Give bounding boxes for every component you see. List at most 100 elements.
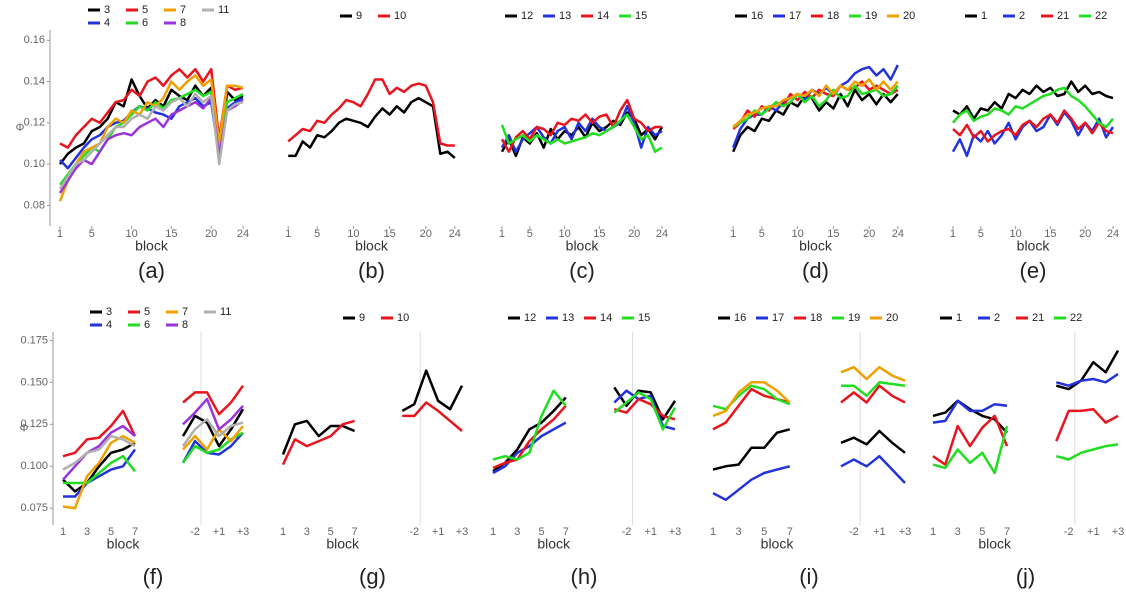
x-tick-label: 24 — [892, 228, 904, 240]
series-line — [932, 349, 1120, 434]
legend-label: 18 — [827, 10, 839, 22]
legend-label: 4 — [104, 17, 110, 29]
series-line — [712, 365, 906, 418]
series-line — [932, 407, 1119, 466]
x-tick-label: 5 — [978, 228, 984, 240]
legend-label: 5 — [144, 306, 150, 318]
x-tick-label: 7 — [787, 526, 793, 538]
x-tick-label: 24 — [656, 228, 668, 240]
legend-label: 19 — [865, 10, 877, 22]
series-line — [62, 384, 245, 458]
x-tick-label: 20 — [420, 228, 432, 240]
legend-label: 8 — [180, 17, 186, 29]
legend-label: 19 — [848, 312, 860, 324]
panel-label: (g) — [359, 564, 386, 589]
x-tick-label: 10 — [1009, 228, 1021, 240]
legend-label: 16 — [751, 10, 763, 22]
legend-label: 12 — [521, 10, 533, 22]
legend-label: 11 — [218, 4, 229, 16]
series-line — [281, 401, 463, 466]
x-tick-label: 1 — [280, 526, 286, 538]
legend-label: 15 — [635, 10, 647, 22]
x-tick-label: +3 — [669, 526, 682, 538]
legend-label: 16 — [734, 312, 746, 324]
x-tick-label: 10 — [125, 228, 137, 240]
x-tick-label: 10 — [347, 228, 359, 240]
y-tick-label: 0.125 — [20, 418, 48, 430]
series-line — [58, 92, 244, 190]
legend-label: 4 — [106, 319, 112, 331]
series-line — [63, 431, 244, 498]
x-tick-label: +3 — [456, 526, 469, 538]
x-tick-label: +3 — [237, 526, 250, 538]
x-tick-label: +1 — [873, 526, 886, 538]
legend-label: 14 — [597, 10, 609, 22]
legend-label: 10 — [397, 312, 409, 324]
x-tick-label: 1 — [499, 228, 505, 240]
x-axis-label: block — [355, 238, 389, 254]
x-tick-label: -2 — [849, 526, 859, 538]
x-tick-label: +3 — [899, 526, 912, 538]
series-line — [712, 428, 906, 471]
x-axis-label: block — [566, 238, 600, 254]
x-tick-label: 24 — [237, 228, 249, 240]
y-tick-label: 0.14 — [24, 75, 45, 87]
series-line — [952, 109, 1114, 143]
x-tick-label: 5 — [314, 228, 320, 240]
series-line — [932, 425, 1119, 475]
x-tick-label: 7 — [563, 526, 569, 538]
series-line — [932, 372, 1119, 424]
series-line — [712, 381, 906, 411]
legend-label: 20 — [886, 312, 898, 324]
legend-label: 2 — [994, 312, 1000, 324]
series-line — [500, 113, 663, 153]
x-tick-label: 3 — [955, 526, 961, 538]
panel-label: (j) — [1016, 564, 1036, 589]
x-tick-label: +1 — [1087, 526, 1100, 538]
series-line — [952, 80, 1114, 120]
legend-label: 9 — [356, 10, 362, 22]
x-tick-label: 15 — [383, 228, 395, 240]
x-tick-label: 5 — [527, 228, 533, 240]
series-line — [712, 454, 906, 502]
x-tick-label: 5 — [328, 526, 334, 538]
x-tick-label: 5 — [979, 526, 985, 538]
series-line — [952, 86, 1114, 129]
x-tick-label: 1 — [710, 526, 716, 538]
x-axis-label: block — [135, 238, 169, 254]
y-tick-label: 0.08 — [24, 199, 45, 211]
x-tick-label: 3 — [84, 526, 90, 538]
x-tick-label: 1 — [930, 526, 936, 538]
legend-label: 7 — [182, 306, 188, 318]
x-tick-label: 15 — [165, 228, 177, 240]
legend-label: 6 — [144, 319, 150, 331]
y-tick-label: 0.100 — [20, 460, 48, 472]
series-line — [500, 111, 664, 158]
x-tick-label: 15 — [593, 228, 605, 240]
legend-label: 1 — [956, 312, 962, 324]
x-tick-label: 1 — [490, 526, 496, 538]
y-tick-label: 0.10 — [24, 158, 45, 170]
x-axis-label: block — [1017, 238, 1051, 254]
legend-label: 13 — [562, 312, 574, 324]
series-line — [281, 369, 464, 455]
legend-label: 1 — [981, 10, 987, 22]
series-line — [58, 74, 244, 202]
panel-label: (d) — [802, 258, 829, 283]
y-tick-label: 0.075 — [20, 502, 48, 514]
x-tick-label: 7 — [352, 526, 358, 538]
x-tick-label: -2 — [409, 526, 419, 538]
x-tick-label: 20 — [1079, 228, 1091, 240]
x-tick-label: 3 — [304, 526, 310, 538]
x-tick-label: 7 — [1004, 526, 1010, 538]
x-tick-label: 5 — [108, 526, 114, 538]
x-tick-label: +1 — [644, 526, 657, 538]
legend-label: 6 — [142, 17, 148, 29]
x-tick-label: 10 — [558, 228, 570, 240]
series-line — [62, 397, 244, 481]
panel-label: (c) — [569, 258, 595, 283]
x-tick-label: -2 — [1064, 526, 1074, 538]
legend-label: 11 — [220, 306, 231, 318]
x-tick-label: +1 — [213, 526, 226, 538]
x-tick-label: 1 — [285, 228, 291, 240]
